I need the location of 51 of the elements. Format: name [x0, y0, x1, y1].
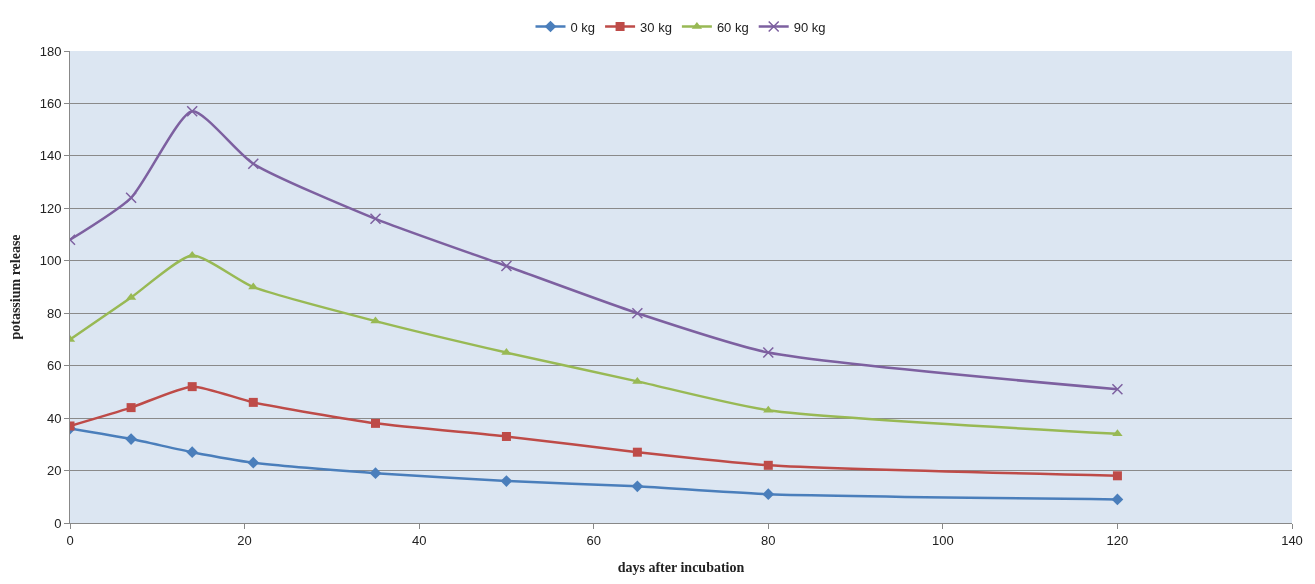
point	[369, 213, 382, 225]
point	[1112, 471, 1122, 481]
x-tick-label: 140	[1281, 532, 1303, 548]
point	[187, 382, 197, 392]
point	[247, 158, 260, 170]
point	[248, 397, 258, 407]
point	[763, 460, 773, 470]
legend-label: 90 kg	[793, 19, 826, 35]
point	[632, 447, 642, 457]
x-axis-title: days after incubation	[617, 559, 745, 575]
x-tick-label: 40	[411, 532, 427, 548]
y-tick-label: 0	[54, 515, 62, 531]
point	[762, 346, 775, 359]
legend-label: 60 kg	[716, 19, 749, 35]
x-tick-label: 100	[932, 532, 954, 548]
x-tick-label: 20	[237, 532, 252, 548]
y-tick-label: 180	[39, 43, 62, 59]
legend-label: 0 kg	[570, 19, 596, 35]
point	[186, 446, 199, 459]
x-tick-label: 120	[1106, 532, 1129, 548]
point	[501, 431, 511, 441]
x-tick-label: 0	[66, 532, 74, 548]
x-tick-label: 80	[761, 532, 776, 548]
point	[632, 376, 643, 384]
point	[371, 418, 380, 428]
point	[125, 192, 137, 204]
y-tick-label: 80	[46, 305, 62, 321]
legend-label: 30 kg	[640, 19, 672, 35]
point	[126, 403, 136, 413]
point	[1111, 493, 1124, 506]
point	[248, 282, 259, 290]
y-tick-label: 20	[46, 463, 62, 479]
point	[1111, 383, 1124, 396]
point	[631, 307, 644, 319]
point	[125, 433, 137, 445]
point	[186, 105, 198, 118]
point	[500, 260, 513, 272]
y-tick-label: 160	[39, 95, 62, 111]
y-tick-label: 140	[39, 148, 62, 164]
y-tick-label: 120	[39, 200, 62, 216]
y-tick-label: 40	[46, 410, 62, 426]
x-tick-label: 60	[586, 532, 601, 548]
point	[247, 456, 260, 469]
y-axis-title: potassium release	[8, 234, 24, 340]
point	[369, 467, 382, 480]
point	[631, 480, 644, 493]
y-tick-label: 100	[39, 253, 62, 269]
y-tick-label: 60	[46, 358, 62, 374]
point	[370, 316, 381, 324]
point	[762, 488, 775, 501]
point	[1112, 429, 1123, 437]
